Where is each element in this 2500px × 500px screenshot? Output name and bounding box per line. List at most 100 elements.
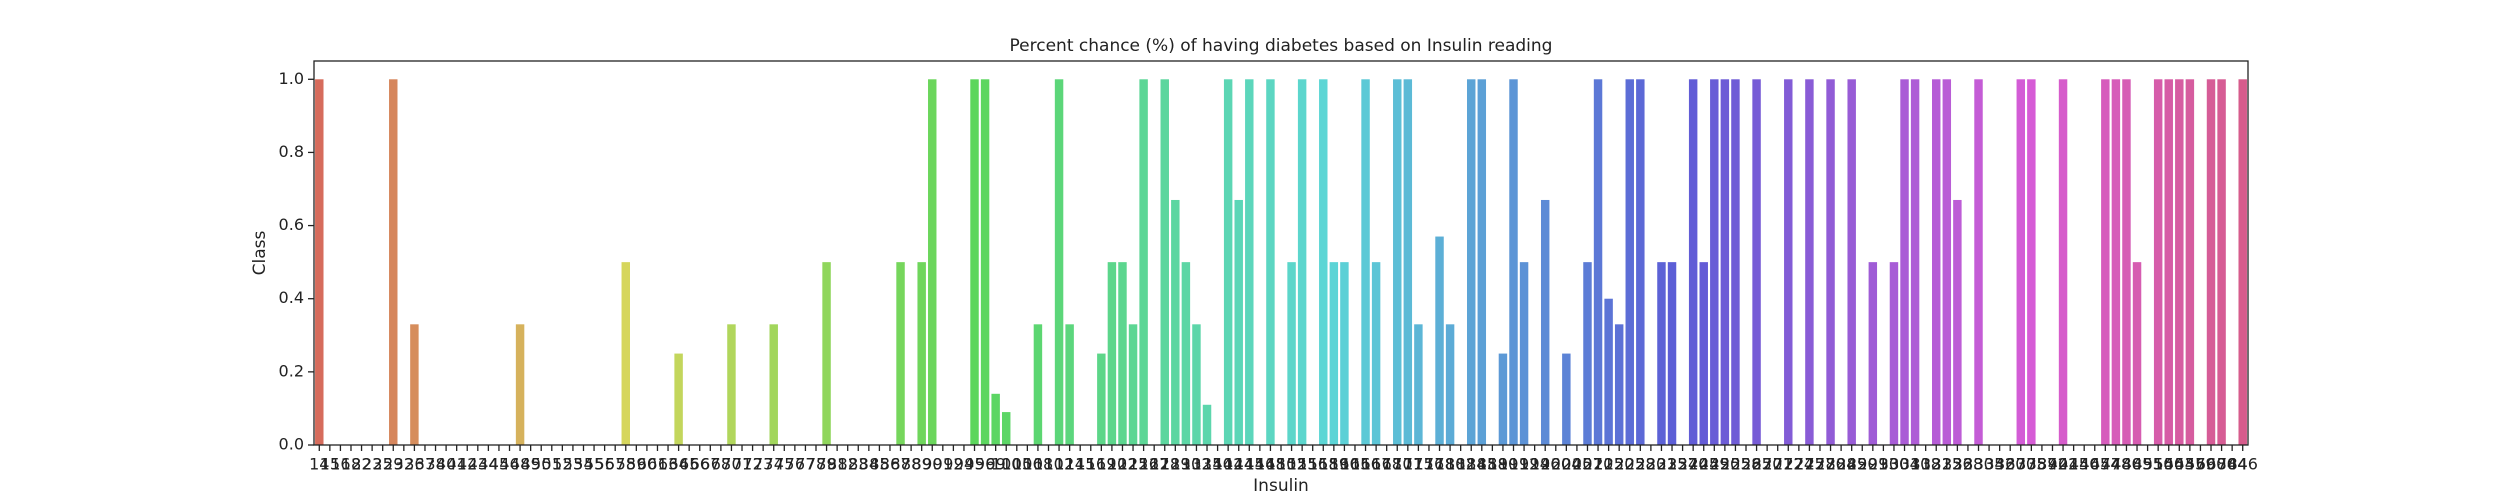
x-tick-label: 126 <box>1128 455 1159 474</box>
bar <box>2206 79 2216 446</box>
x-tick-label: 600 <box>2196 455 2227 474</box>
x-tick-label: 67 <box>700 455 720 474</box>
bar <box>1181 262 1191 445</box>
x-tick-label: 274 <box>1784 455 1815 474</box>
bar <box>1139 79 1148 446</box>
bar <box>1974 79 1983 446</box>
x-tick-label: 46 <box>499 455 519 474</box>
x-tick-label: 75 <box>774 455 794 474</box>
bar <box>917 262 926 445</box>
bar <box>1266 79 1275 446</box>
x-tick-label: 230 <box>1636 455 1667 474</box>
x-tick-label: 304 <box>1889 455 1920 474</box>
bar <box>1910 79 1920 446</box>
x-tick-label: 88 <box>901 455 921 474</box>
x-tick-label: 485 <box>2122 455 2153 474</box>
x-tick-label: 82 <box>838 455 858 474</box>
x-tick-label: 58 <box>616 455 636 474</box>
bar <box>928 79 937 446</box>
bar <box>389 79 398 446</box>
x-tick-label: 225 <box>1614 455 1645 474</box>
bar <box>822 262 831 445</box>
y-tick-label: 1.0 <box>279 69 304 88</box>
x-tick-label: 132 <box>1181 455 1212 474</box>
x-tick-label: 250 <box>1710 455 1741 474</box>
x-tick-label: 258 <box>1731 455 1762 474</box>
x-tick-label: 74 <box>764 455 784 474</box>
x-tick-label: 182 <box>1445 455 1476 474</box>
x-tick-label: 57 <box>605 455 625 474</box>
x-axis-label: Insulin <box>1253 476 1309 496</box>
x-tick-label: 846 <box>2227 455 2258 474</box>
x-tick-label: 45 <box>489 455 509 474</box>
bar <box>1371 262 1381 445</box>
bar <box>1710 79 1719 446</box>
bar <box>769 324 778 445</box>
x-tick-label: 543 <box>2164 455 2195 474</box>
x-tick-label: 63 <box>658 455 678 474</box>
bar <box>1636 79 1645 446</box>
x-tick-label: 142 <box>1213 455 1244 474</box>
bar <box>1245 79 1254 446</box>
bar <box>1001 412 1011 445</box>
x-tick-label: 207 <box>1572 455 1603 474</box>
bar <box>1752 79 1761 446</box>
bar <box>1414 324 1423 445</box>
x-tick-label: 114 <box>1054 455 1085 474</box>
x-tick-label: 178 <box>1424 455 1455 474</box>
x-tick-label: 402 <box>2048 455 2079 474</box>
x-tick-label: 184 <box>1456 455 1487 474</box>
x-tick-label: 231 <box>1646 455 1677 474</box>
x-tick-label: 52 <box>552 455 572 474</box>
x-tick-label: 129 <box>1160 455 1191 474</box>
x-tick-label: 36 <box>404 455 424 474</box>
bar <box>980 79 990 446</box>
x-tick-label: 300 <box>1879 455 1910 474</box>
x-tick-label: 175 <box>1403 455 1434 474</box>
x-tick-label: 120 <box>1097 455 1128 474</box>
x-tick-label: 60 <box>637 455 657 474</box>
x-tick-label: 204 <box>1551 455 1582 474</box>
x-tick-label: 205 <box>1562 455 1593 474</box>
x-tick-label: 495 <box>2132 455 2163 474</box>
x-tick-label: 64 <box>668 455 688 474</box>
bar <box>1942 79 1952 446</box>
bar <box>1562 353 1571 445</box>
x-tick-label: 122 <box>1107 455 1138 474</box>
bar <box>1393 79 1402 446</box>
bar <box>1054 79 1064 446</box>
x-tick-label: 220 <box>1604 455 1635 474</box>
chart-title: Percent chance (%) of having diabetes ba… <box>1010 36 1553 56</box>
bar <box>1625 79 1634 446</box>
x-tick-label: 480 <box>2111 455 2142 474</box>
x-tick-label: 89 <box>911 455 931 474</box>
x-tick-label: 140 <box>1202 455 1233 474</box>
x-tick-label: 59 <box>626 455 646 474</box>
bar <box>1107 262 1117 445</box>
bar <box>2238 79 2247 446</box>
x-tick-label: 95 <box>964 455 984 474</box>
x-tick-label: 41 <box>446 455 466 474</box>
x-tick-label: 53 <box>563 455 583 474</box>
bar <box>2058 79 2068 446</box>
x-tick-label: 167 <box>1361 455 1392 474</box>
x-tick-label: 135 <box>1192 455 1223 474</box>
x-tick-label: 78 <box>806 455 826 474</box>
bar <box>1720 79 1730 446</box>
x-tick-label: 375 <box>2016 455 2047 474</box>
x-tick-label: 387 <box>2027 455 2058 474</box>
x-tick-label: 50 <box>531 455 551 474</box>
y-tick-label: 0.6 <box>279 215 304 234</box>
bar <box>1297 79 1307 446</box>
x-tick-label: 270 <box>1752 455 1783 474</box>
x-tick-label: 185 <box>1467 455 1498 474</box>
x-tick-label: 130 <box>1171 455 1202 474</box>
bar <box>410 324 419 445</box>
x-tick-label: 166 <box>1350 455 1381 474</box>
bar <box>2175 79 2184 446</box>
x-tick-label: 284 <box>1826 455 1857 474</box>
x-tick-label: 90 <box>922 455 942 474</box>
bar <box>1847 79 1856 446</box>
x-tick-label: 91 <box>933 455 953 474</box>
bar <box>1509 79 1518 446</box>
